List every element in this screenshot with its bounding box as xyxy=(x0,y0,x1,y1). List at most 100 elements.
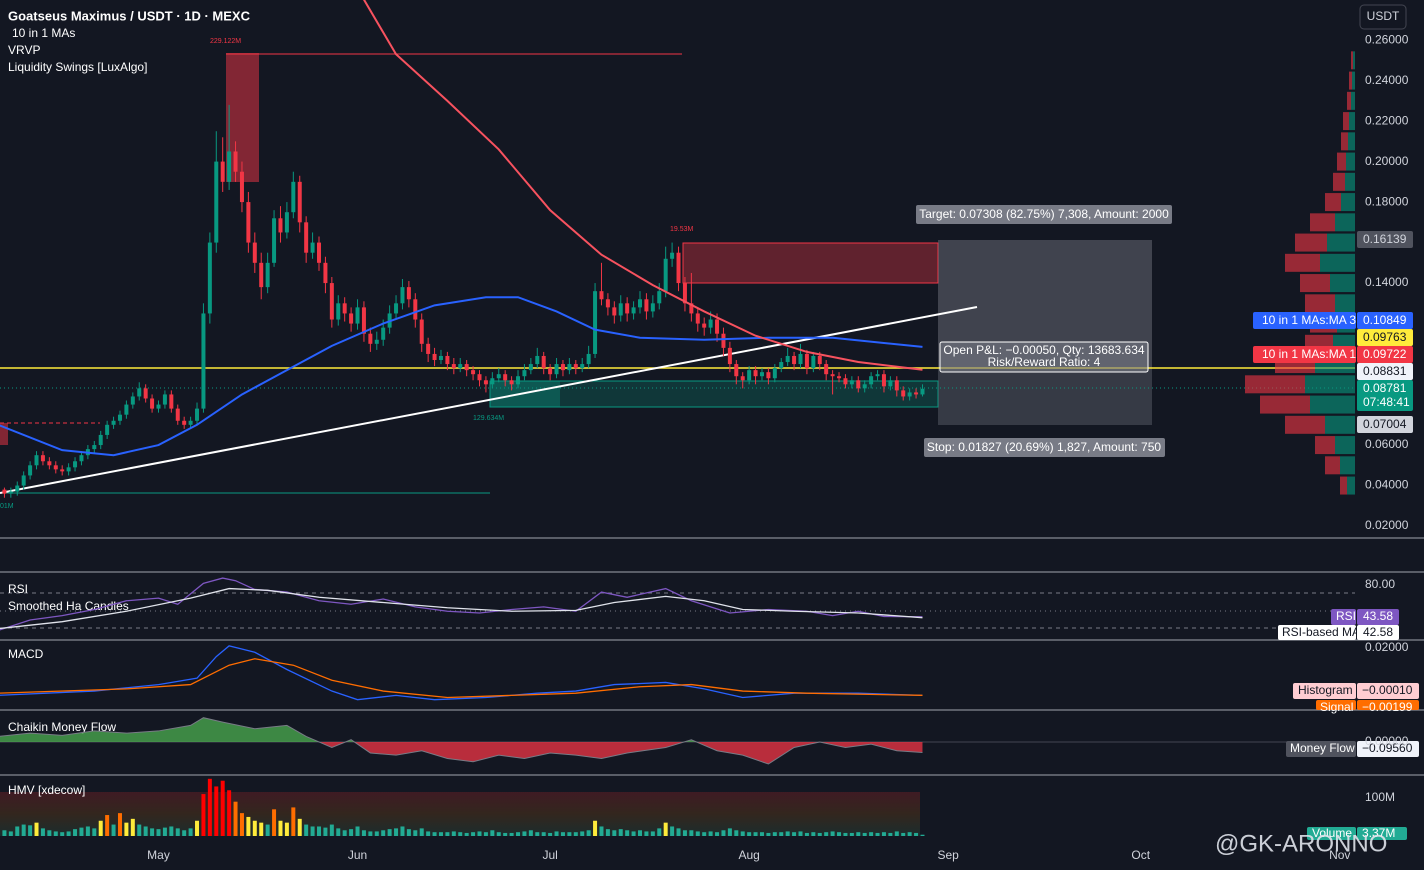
profile-down xyxy=(1343,112,1349,131)
volume-bar xyxy=(214,786,219,836)
candle-body xyxy=(66,467,71,472)
volume-bar xyxy=(869,832,874,836)
volume-bar xyxy=(207,778,212,836)
candle-body xyxy=(406,287,411,300)
volume-bar xyxy=(708,831,713,836)
tag-bg xyxy=(1357,609,1399,625)
candle-body xyxy=(804,353,809,369)
volume-bar xyxy=(394,828,399,836)
tag-bg xyxy=(1357,700,1419,710)
tag-bg xyxy=(1357,416,1413,433)
volume-bar xyxy=(862,832,867,836)
candle-body xyxy=(920,388,925,395)
volume-bar xyxy=(824,832,829,836)
volume-bar xyxy=(856,832,861,836)
candle-body xyxy=(766,372,771,379)
candle-body xyxy=(862,384,867,389)
profile-up xyxy=(1352,71,1355,90)
candle-body xyxy=(400,287,405,304)
candle-body xyxy=(394,303,399,314)
volume-bar xyxy=(85,826,90,836)
candle-body xyxy=(374,339,379,344)
candle-body xyxy=(105,424,110,435)
candle-body xyxy=(47,461,52,466)
candle-body xyxy=(368,333,373,344)
candle-body xyxy=(907,392,912,397)
volume-bar xyxy=(644,831,649,836)
volume-bar xyxy=(888,832,893,836)
volume-bar xyxy=(34,822,39,836)
candle-body xyxy=(323,262,328,284)
volume-bar xyxy=(130,818,135,836)
candle-body xyxy=(188,420,193,425)
tag-bg xyxy=(1286,741,1356,757)
volume-bar xyxy=(605,829,610,836)
volume-bar xyxy=(695,831,700,836)
volume-bar xyxy=(182,830,187,836)
swing-label: 01M xyxy=(0,503,14,510)
candle-body xyxy=(676,252,681,284)
volume-bar xyxy=(150,828,155,836)
tag-bg xyxy=(1331,609,1356,625)
volume-bar xyxy=(445,832,450,836)
pane-subtitle: Smoothed Ha Candles xyxy=(8,599,129,613)
candle-body xyxy=(811,355,816,369)
volume-bar xyxy=(233,801,238,836)
candle-body xyxy=(130,396,135,405)
candle-body xyxy=(426,343,431,354)
candle-body xyxy=(682,283,687,304)
volume-bar xyxy=(169,826,174,836)
candle-body xyxy=(419,319,424,344)
volume-bar xyxy=(137,824,142,836)
candle-body xyxy=(914,392,919,395)
candle-body xyxy=(631,307,636,314)
currency-button[interactable] xyxy=(1359,4,1407,30)
volume-bar xyxy=(548,832,553,836)
indicator: 10 in 1 MAs xyxy=(12,26,75,40)
volume-bar xyxy=(682,830,687,836)
volume-bar xyxy=(503,832,508,836)
candle-body xyxy=(60,469,65,472)
volume-bar xyxy=(419,828,424,836)
candle-body xyxy=(220,161,225,182)
volume-bar xyxy=(792,832,797,836)
candle-body xyxy=(342,303,347,314)
volume-bar xyxy=(804,832,809,836)
candle-body xyxy=(156,404,161,409)
volume-bar xyxy=(894,831,899,836)
volume-bar xyxy=(567,832,572,836)
title: Goatseus Maximus / USDT · 1D · MEXC xyxy=(8,8,251,23)
candle-body xyxy=(708,319,713,328)
profile-up xyxy=(1340,456,1355,475)
volume-bar xyxy=(188,828,193,836)
y-tick-label: 0.02000 xyxy=(1365,518,1409,532)
volume-bar xyxy=(259,822,264,836)
candle-body xyxy=(779,362,784,369)
candle-body xyxy=(458,364,463,369)
macd-tag: −0.00199 xyxy=(1362,700,1413,714)
candle-body xyxy=(541,355,546,369)
volume-bar xyxy=(650,831,655,836)
swing-box xyxy=(226,53,259,182)
volume-bar xyxy=(426,831,431,836)
macd-line xyxy=(0,645,923,701)
candle-body xyxy=(79,455,84,462)
profile-down xyxy=(1260,395,1310,414)
candle-body xyxy=(471,370,476,375)
volume-bar xyxy=(284,822,289,836)
target-label: Target: 0.07308 (82.75%) 7,308, Amount: … xyxy=(919,207,1169,221)
profile-up xyxy=(1347,476,1355,495)
candle-body xyxy=(246,202,251,243)
candle-body xyxy=(535,355,540,365)
volume-bar xyxy=(772,832,777,836)
candle-body xyxy=(881,374,886,387)
volume-bar xyxy=(272,809,277,836)
candle-body xyxy=(747,370,752,381)
y-tick-label: 0.02000 xyxy=(1365,640,1409,654)
swing-label: 229.122M xyxy=(210,38,241,45)
candle-body xyxy=(233,151,238,172)
ma-line xyxy=(0,296,923,457)
candle-body xyxy=(297,181,302,223)
volume-bar xyxy=(631,831,636,836)
